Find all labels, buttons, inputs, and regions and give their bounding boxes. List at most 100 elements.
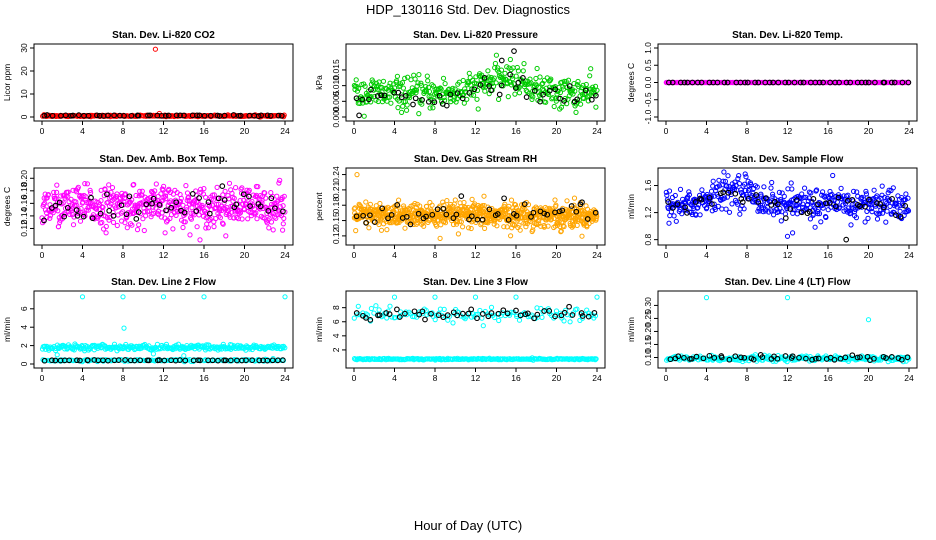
data-point-outlier	[160, 294, 167, 300]
data-point	[759, 354, 766, 360]
data-point	[755, 199, 762, 205]
data-point	[493, 52, 499, 58]
y-tick-label: 0.15	[331, 212, 341, 229]
data-point	[150, 204, 156, 210]
data-point	[102, 187, 108, 193]
data-point	[485, 313, 492, 320]
data-point	[215, 357, 221, 364]
data-point	[54, 182, 60, 188]
panel-6: Stan. Dev. Sample Flow ml/min 0 4 8 12 16 20 24 0…	[626, 154, 918, 260]
data-point	[556, 208, 563, 215]
data-point	[183, 204, 190, 210]
data-point	[44, 112, 50, 118]
panel-title: Stan. Dev. Li-820 CO2	[112, 30, 215, 41]
x-tick-label: 24	[280, 126, 290, 136]
data-point	[150, 195, 157, 202]
data-point	[666, 79, 672, 86]
data-point	[221, 197, 228, 203]
data-point	[170, 226, 176, 232]
panel-title: Stan. Dev. Gas Stream RH	[414, 154, 537, 165]
data-point	[774, 355, 781, 362]
data-point	[538, 96, 544, 102]
data-point	[49, 357, 55, 364]
data-point	[481, 193, 487, 199]
data-point	[826, 199, 833, 206]
data-point	[479, 72, 485, 78]
data-point	[905, 79, 912, 86]
data-point	[415, 210, 422, 217]
y-tick-label: 0.20	[19, 170, 29, 187]
x-tick-label: 4	[80, 373, 85, 383]
data-point	[438, 222, 444, 228]
y-tick-label: 0.25	[643, 310, 653, 327]
data-point	[146, 357, 152, 364]
data-point	[516, 90, 523, 96]
data-point	[752, 79, 758, 86]
x-tick-label: 12	[783, 250, 793, 260]
data-point	[843, 79, 850, 86]
data-point	[111, 112, 117, 119]
data-point	[594, 87, 600, 93]
data-point	[523, 87, 529, 94]
data-point	[741, 181, 748, 187]
data-point	[815, 355, 822, 362]
data-point	[686, 189, 692, 195]
data-point	[267, 112, 274, 119]
data-point	[530, 94, 536, 100]
data-point	[128, 112, 135, 119]
data-point	[228, 209, 234, 215]
data-point	[352, 205, 358, 211]
data-point	[82, 181, 88, 187]
data-point	[123, 211, 130, 218]
data-point	[367, 201, 373, 207]
data-point	[528, 214, 534, 220]
data-point	[694, 79, 701, 86]
data-point	[88, 194, 94, 201]
data-point	[569, 312, 576, 318]
x-tick-label: 8	[745, 126, 750, 136]
data-point	[263, 195, 269, 201]
data-point	[380, 78, 387, 84]
data-point	[133, 203, 139, 209]
data-point	[531, 315, 537, 322]
data-point	[532, 87, 538, 94]
data-point	[684, 210, 690, 216]
data-point	[114, 222, 120, 229]
data-point	[755, 197, 761, 203]
data-point	[73, 189, 80, 195]
data-points	[664, 295, 912, 365]
data-point	[416, 111, 422, 117]
data-point	[100, 204, 106, 210]
data-point	[900, 202, 906, 209]
data-point	[564, 198, 570, 204]
data-point	[435, 312, 442, 318]
x-tick-label: 12	[159, 126, 169, 136]
data-point	[582, 87, 589, 94]
x-tick-label: 20	[552, 250, 562, 260]
data-point	[679, 211, 685, 217]
data-point	[479, 311, 486, 317]
data-point	[492, 60, 498, 67]
data-point	[366, 225, 372, 231]
data-point	[240, 191, 247, 198]
data-point	[561, 223, 567, 230]
data-point	[268, 195, 275, 202]
y-tick-label: 0.30	[643, 297, 653, 314]
data-point	[152, 188, 158, 194]
data-point	[869, 205, 875, 212]
x-tick-label: 0	[352, 250, 357, 260]
data-point	[278, 112, 285, 119]
data-point	[273, 215, 279, 221]
data-point	[515, 79, 522, 86]
data-point	[243, 357, 249, 364]
y-tick-label: 0.14	[19, 207, 29, 224]
data-point	[119, 190, 125, 196]
panel-9: Stan. Dev. Line 4 (LT) Flow ml/min 0 4 8 12 16…	[626, 277, 918, 383]
y-tick-label: 0.12	[331, 227, 341, 244]
data-point	[766, 209, 772, 215]
data-point	[755, 208, 761, 214]
data-point	[103, 223, 109, 230]
x-tick-label: 16	[823, 373, 833, 383]
y-tick-label: 1.0	[643, 42, 653, 54]
data-point	[203, 194, 209, 200]
